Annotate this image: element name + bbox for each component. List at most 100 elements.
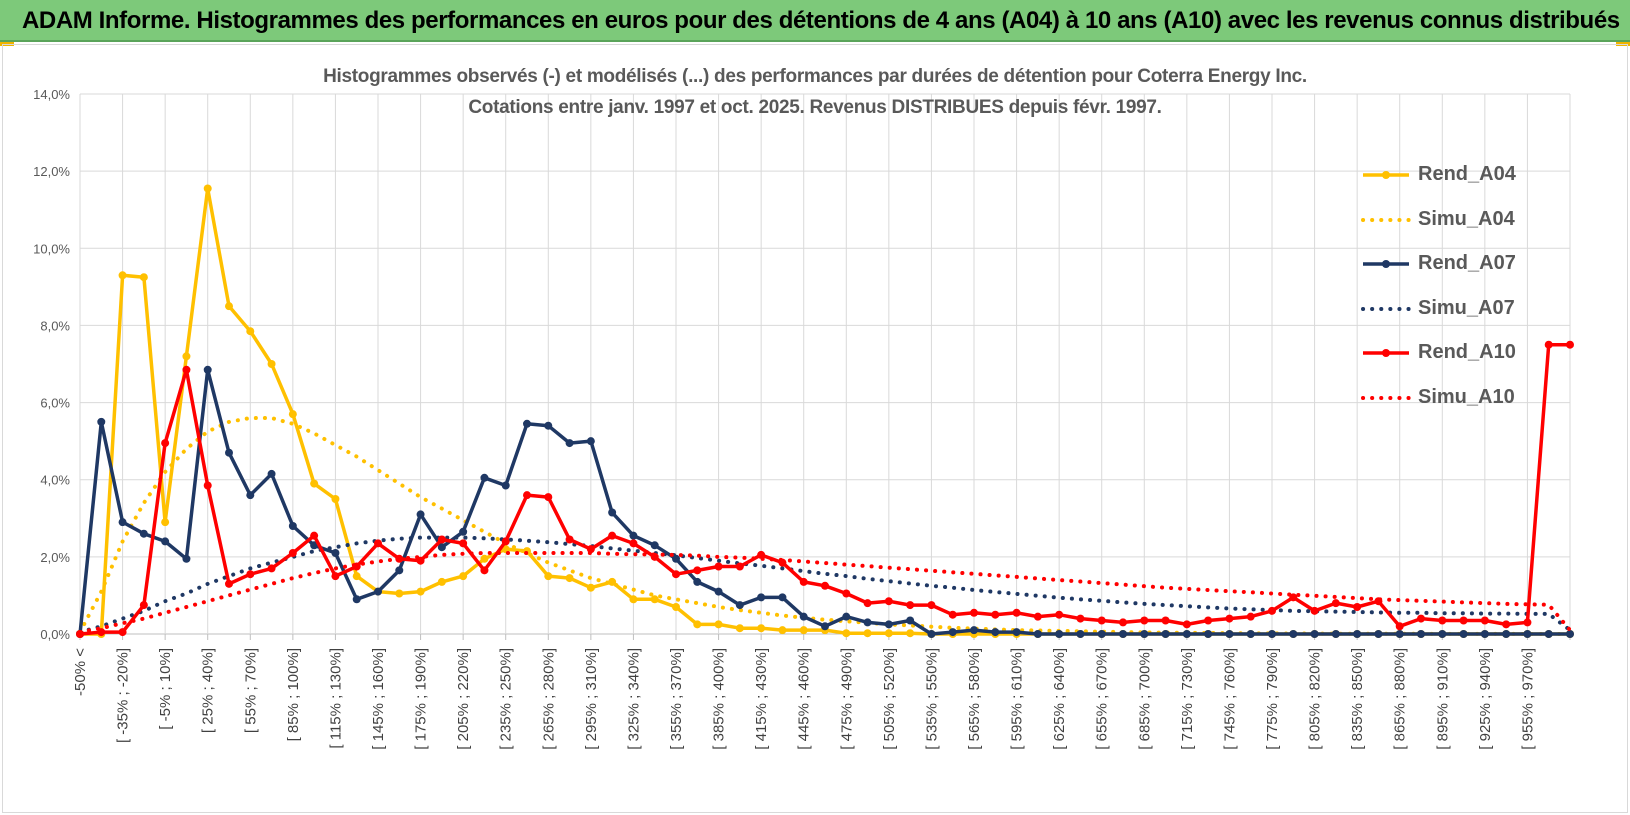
data-point-rend-a10 — [608, 531, 617, 540]
data-point-rend-a04 — [863, 629, 872, 638]
data-point-rend-a10 — [884, 597, 893, 606]
x-tick-label: [ 775% ; 790%] — [1264, 648, 1281, 750]
data-point-rend-a04 — [331, 495, 340, 503]
header-banner: ADAM Informe. Histogrammes des performan… — [0, 0, 1630, 42]
data-point-rend-a07 — [480, 473, 489, 482]
x-axis: -50% < [ -35% ; -20%] [ -5% ; 10%] [ 25% ; … — [72, 634, 1571, 750]
legend-label-simu-a07: Simu_A07 — [1418, 296, 1515, 319]
data-point-rend-a07 — [1033, 630, 1042, 638]
data-point-rend-a04 — [586, 583, 595, 592]
x-tick-label: [ 865% ; 880%] — [1392, 648, 1409, 750]
x-tick-label: [ 715% ; 730%] — [1179, 648, 1196, 750]
x-tick-label: [ -35% ; -20%] — [115, 648, 132, 743]
x-tick-label: [ 955% ; 970%] — [1519, 648, 1536, 750]
data-point-rend-a07 — [735, 601, 744, 610]
y-tick-label: 14,0% — [33, 87, 70, 102]
data-point-rend-a10 — [1310, 606, 1319, 615]
x-tick-label: [ 325% ; 340%] — [625, 648, 642, 750]
data-point-rend-a10 — [139, 601, 148, 610]
data-point-rend-a10 — [927, 601, 936, 610]
x-tick-label: [ 415% ; 430%] — [753, 648, 770, 750]
data-point-rend-a10 — [416, 556, 425, 565]
data-point-rend-a10 — [437, 535, 446, 544]
y-tick-label: 2,0% — [40, 550, 70, 565]
data-point-rend-a07 — [1459, 630, 1468, 638]
data-point-rend-a10 — [1246, 612, 1255, 621]
data-point-rend-a10 — [267, 564, 276, 573]
x-tick-label: [ 835% ; 850%] — [1349, 648, 1366, 750]
chart-title: Histogrammes observés (-) et modélisés (… — [323, 66, 1307, 87]
data-point-rend-a10 — [970, 608, 978, 617]
data-point-rend-a07 — [586, 437, 595, 446]
legend-swatch-simu-a04 — [1361, 217, 1411, 222]
x-tick-label: [ 595% ; 610%] — [1009, 648, 1026, 750]
data-point-rend-a10 — [586, 545, 595, 554]
data-point-rend-a07 — [544, 421, 553, 430]
data-point-rend-a04 — [608, 577, 617, 586]
data-point-rend-a07 — [757, 593, 766, 602]
data-point-rend-a10 — [118, 628, 127, 637]
data-point-rend-a07 — [1395, 630, 1404, 638]
data-point-rend-a04 — [139, 273, 148, 282]
x-tick-label: [ 445% ; 460%] — [796, 648, 813, 750]
data-point-rend-a07 — [927, 630, 936, 638]
data-point-rend-a07 — [225, 448, 233, 457]
data-point-rend-a07 — [1161, 630, 1170, 638]
data-point-rend-a04 — [629, 595, 638, 604]
data-point-rend-a04 — [416, 587, 425, 596]
data-point-rend-a10 — [501, 537, 510, 546]
data-point-rend-a04 — [906, 629, 915, 638]
data-point-rend-a04 — [842, 629, 851, 638]
data-point-rend-a07 — [139, 529, 148, 538]
data-point-rend-a07 — [523, 419, 531, 428]
data-point-rend-a10 — [693, 566, 702, 575]
x-tick-label: [ 685% ; 700%] — [1136, 648, 1153, 750]
series-rend-a04 — [76, 184, 1574, 638]
data-point-rend-a07 — [288, 522, 297, 530]
data-point-rend-a10 — [1204, 616, 1213, 625]
chart-series — [76, 184, 1574, 638]
data-point-rend-a07 — [416, 510, 425, 519]
data-point-rend-a04 — [799, 626, 808, 635]
data-point-rend-a07 — [884, 620, 893, 629]
legend-swatch-rend-a07 — [1363, 260, 1409, 268]
data-point-rend-a10 — [310, 531, 319, 540]
data-point-rend-a10 — [225, 579, 233, 588]
series-line-simu-a07 — [78, 535, 1572, 635]
data-point-rend-a07 — [565, 439, 574, 448]
data-point-rend-a07 — [608, 508, 617, 517]
x-tick-label: [ 115% ; 130%] — [327, 648, 344, 749]
x-tick-label: [ 265% ; 280%] — [540, 648, 557, 750]
x-tick-label: [ 355% ; 370%] — [668, 648, 685, 750]
data-point-rend-a07 — [1438, 630, 1447, 638]
data-point-rend-a10 — [1353, 603, 1362, 611]
series-simu-a10 — [78, 551, 1572, 635]
data-point-rend-a04 — [118, 271, 127, 280]
data-point-rend-a07 — [1523, 630, 1532, 638]
legend-label-simu-a04: Simu_A04 — [1418, 207, 1515, 230]
x-tick-label: [ 505% ; 520%] — [881, 648, 898, 750]
data-point-rend-a10 — [714, 562, 723, 571]
data-point-rend-a10 — [1182, 620, 1191, 629]
x-tick-label: [ 385% ; 400%] — [711, 648, 728, 750]
x-tick-label: [ 145% ; 160%] — [370, 648, 387, 750]
data-point-rend-a07 — [906, 616, 915, 625]
data-point-rend-a10 — [1417, 614, 1425, 623]
data-point-rend-a07 — [629, 531, 638, 540]
x-tick-label: [ 805% ; 820%] — [1307, 648, 1324, 750]
data-point-rend-a10 — [1055, 610, 1064, 619]
x-tick-label: [ 925% ; 940%] — [1477, 648, 1494, 750]
data-point-rend-a10 — [842, 589, 851, 598]
data-point-rend-a07 — [799, 612, 808, 621]
data-point-rend-a07 — [161, 537, 170, 546]
data-point-rend-a10 — [1289, 593, 1298, 602]
data-point-rend-a10 — [288, 549, 297, 557]
x-tick-label: [ 745% ; 760%] — [1221, 648, 1238, 750]
data-point-rend-a10 — [1076, 614, 1085, 623]
y-tick-label: 0,0% — [40, 627, 70, 642]
legend-label-rend-a07: Rend_A07 — [1418, 252, 1516, 274]
x-tick-label: [ 25% ; 40%] — [200, 648, 217, 733]
x-tick-label: [ 895% ; 910%] — [1434, 648, 1451, 750]
data-point-rend-a04 — [714, 620, 723, 629]
